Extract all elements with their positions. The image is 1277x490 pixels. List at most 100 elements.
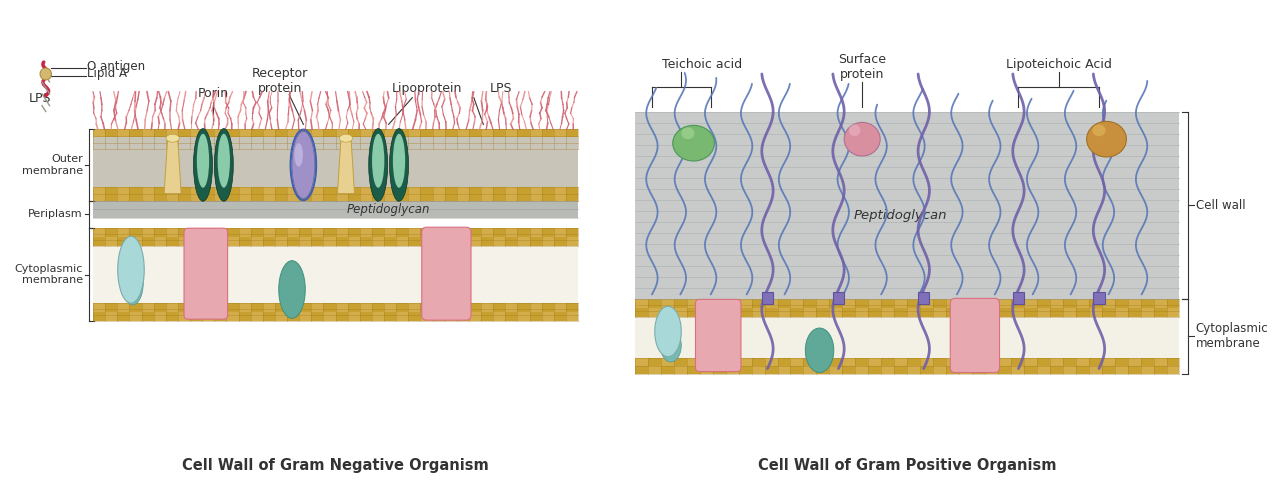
- Ellipse shape: [278, 261, 305, 318]
- Bar: [997, 299, 1011, 308]
- Bar: [190, 129, 202, 139]
- Bar: [360, 303, 372, 312]
- Bar: [566, 139, 578, 149]
- Bar: [530, 187, 541, 200]
- Bar: [93, 187, 105, 200]
- Bar: [765, 358, 778, 366]
- Bar: [1128, 358, 1140, 366]
- Ellipse shape: [849, 124, 861, 136]
- Ellipse shape: [123, 260, 143, 305]
- Bar: [226, 237, 239, 246]
- Bar: [1050, 299, 1062, 308]
- Bar: [215, 228, 226, 237]
- Bar: [997, 358, 1011, 366]
- Bar: [93, 228, 578, 246]
- Bar: [1011, 366, 1024, 373]
- Bar: [117, 228, 129, 237]
- Bar: [856, 366, 868, 373]
- Bar: [481, 303, 493, 312]
- Bar: [635, 317, 1180, 358]
- Bar: [765, 299, 778, 308]
- Bar: [444, 139, 457, 149]
- Ellipse shape: [1087, 122, 1126, 157]
- Bar: [566, 237, 578, 246]
- Bar: [635, 299, 647, 308]
- Bar: [226, 139, 239, 149]
- Bar: [554, 129, 566, 139]
- Bar: [202, 139, 215, 149]
- Bar: [457, 129, 469, 139]
- Bar: [178, 237, 190, 246]
- Text: Lipoteichoic Acid: Lipoteichoic Acid: [1006, 58, 1112, 71]
- Bar: [457, 187, 469, 200]
- Bar: [907, 366, 921, 373]
- Bar: [347, 139, 360, 149]
- Bar: [190, 303, 202, 312]
- Text: Peptidoglycan: Peptidoglycan: [853, 209, 946, 222]
- Bar: [778, 366, 790, 373]
- Bar: [457, 303, 469, 312]
- Bar: [881, 366, 894, 373]
- Bar: [1024, 358, 1037, 366]
- Bar: [843, 358, 856, 366]
- Bar: [493, 139, 506, 149]
- Bar: [190, 228, 202, 237]
- Bar: [959, 308, 972, 317]
- Bar: [506, 228, 517, 237]
- Bar: [1075, 358, 1089, 366]
- Bar: [1089, 308, 1102, 317]
- Bar: [129, 312, 142, 321]
- Bar: [469, 139, 481, 149]
- Bar: [239, 303, 250, 312]
- Bar: [93, 200, 578, 219]
- Text: Cell Wall of Gram Negative Organism: Cell Wall of Gram Negative Organism: [183, 458, 489, 473]
- Bar: [790, 358, 803, 366]
- Bar: [541, 237, 554, 246]
- Bar: [752, 308, 765, 317]
- Bar: [506, 187, 517, 200]
- Bar: [178, 312, 190, 321]
- Bar: [275, 312, 287, 321]
- Bar: [1128, 299, 1140, 308]
- Bar: [396, 139, 409, 149]
- Text: Cell wall: Cell wall: [1195, 199, 1245, 212]
- Bar: [1102, 358, 1115, 366]
- Bar: [517, 312, 530, 321]
- Bar: [1115, 308, 1128, 317]
- Bar: [1062, 308, 1075, 317]
- Bar: [1089, 366, 1102, 373]
- Bar: [336, 303, 347, 312]
- FancyBboxPatch shape: [421, 227, 471, 320]
- Bar: [713, 299, 725, 308]
- Bar: [554, 187, 566, 200]
- Bar: [517, 139, 530, 149]
- Bar: [263, 187, 275, 200]
- Bar: [142, 187, 153, 200]
- Bar: [263, 129, 275, 139]
- Bar: [433, 303, 444, 312]
- Bar: [1166, 308, 1180, 317]
- Text: O antigen: O antigen: [87, 60, 146, 73]
- Bar: [959, 366, 972, 373]
- Ellipse shape: [681, 127, 695, 139]
- Text: Surface
protein: Surface protein: [838, 53, 886, 81]
- Bar: [336, 228, 347, 237]
- Bar: [803, 308, 816, 317]
- Bar: [660, 358, 674, 366]
- Bar: [1115, 366, 1128, 373]
- Bar: [396, 237, 409, 246]
- Bar: [312, 303, 323, 312]
- FancyBboxPatch shape: [184, 228, 227, 319]
- Bar: [493, 312, 506, 321]
- Bar: [433, 228, 444, 237]
- Ellipse shape: [1092, 124, 1106, 136]
- Bar: [409, 228, 420, 237]
- Ellipse shape: [340, 134, 352, 142]
- Text: Lipid A: Lipid A: [87, 68, 128, 80]
- Ellipse shape: [292, 131, 314, 198]
- Polygon shape: [165, 141, 181, 194]
- Bar: [816, 358, 829, 366]
- Bar: [1037, 308, 1050, 317]
- Bar: [153, 237, 166, 246]
- Bar: [506, 303, 517, 312]
